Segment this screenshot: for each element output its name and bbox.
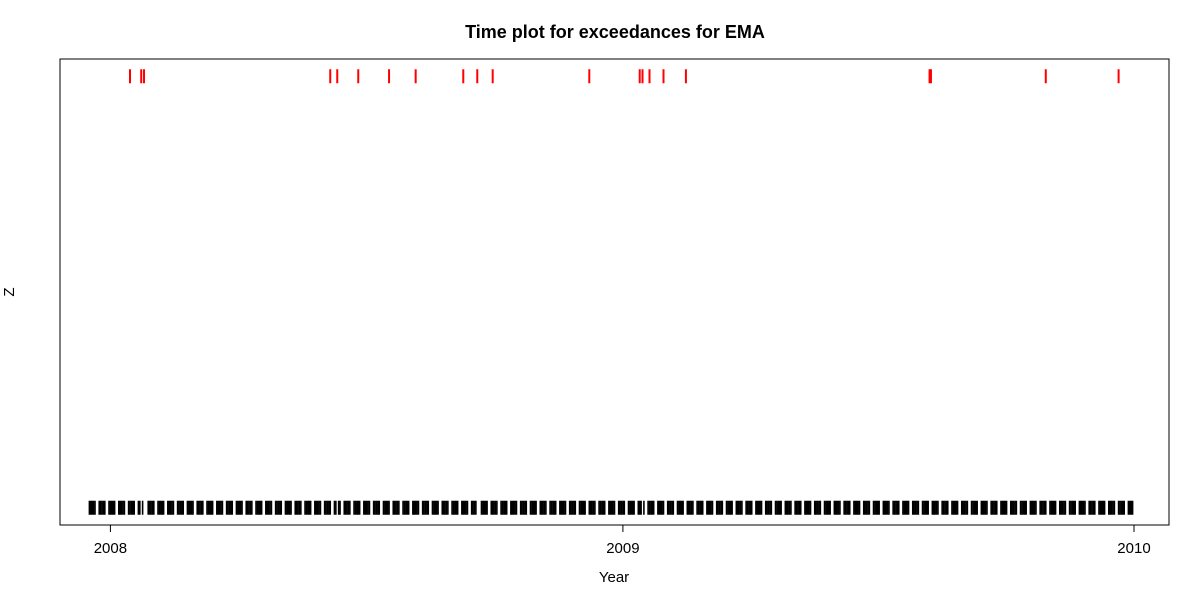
x-tick-label: 2009 [606, 540, 639, 557]
x-axis: 2008 2009 2010 [94, 525, 1151, 557]
plot-frame [59, 58, 1170, 526]
non-exceedance-ticks [88, 500, 1134, 515]
x-tick-label: 2008 [94, 540, 127, 557]
exceedance-ticks [129, 69, 1120, 84]
chart-title: Time plot for exceedances for EMA [465, 22, 765, 42]
y-axis-label: Z [1, 287, 18, 296]
x-axis-label: Year [599, 569, 629, 586]
x-tick-label: 2010 [1117, 540, 1150, 557]
